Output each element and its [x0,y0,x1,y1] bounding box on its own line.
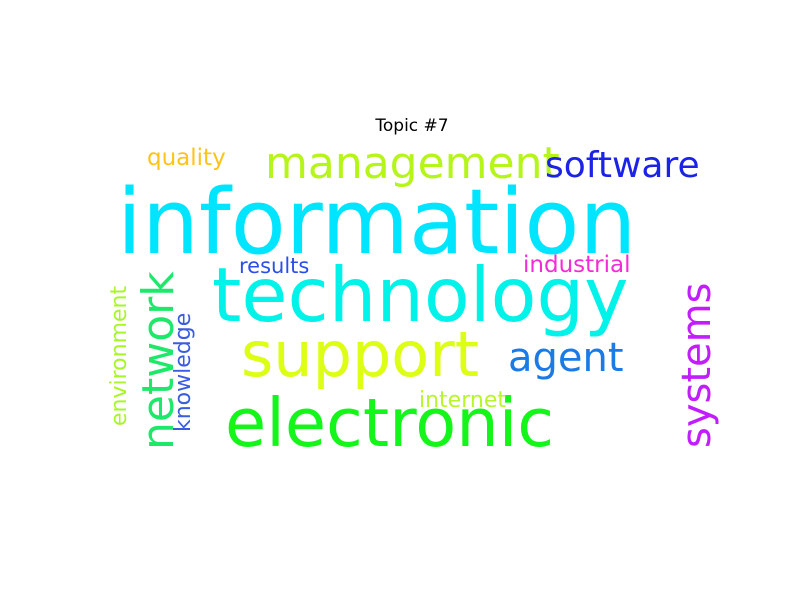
word-software: software [545,145,700,186]
word-systems: systems [674,282,720,448]
word-technology: technology [212,251,629,339]
word-results: results [239,254,310,278]
word-knowledge: knowledge [171,312,196,432]
word-cloud: information technology support electroni… [107,138,720,457]
word-agent: agent [508,335,624,381]
word-industrial: industrial [523,252,631,278]
word-management: management [265,138,560,189]
word-internet: internet [419,388,506,413]
word-electronic: electronic [225,384,555,462]
word-environment: environment [107,285,132,426]
word-information: information [117,170,637,275]
word-quality: quality [147,145,226,171]
word-support: support [241,318,480,391]
chart-title: Topic #7 [375,116,449,136]
